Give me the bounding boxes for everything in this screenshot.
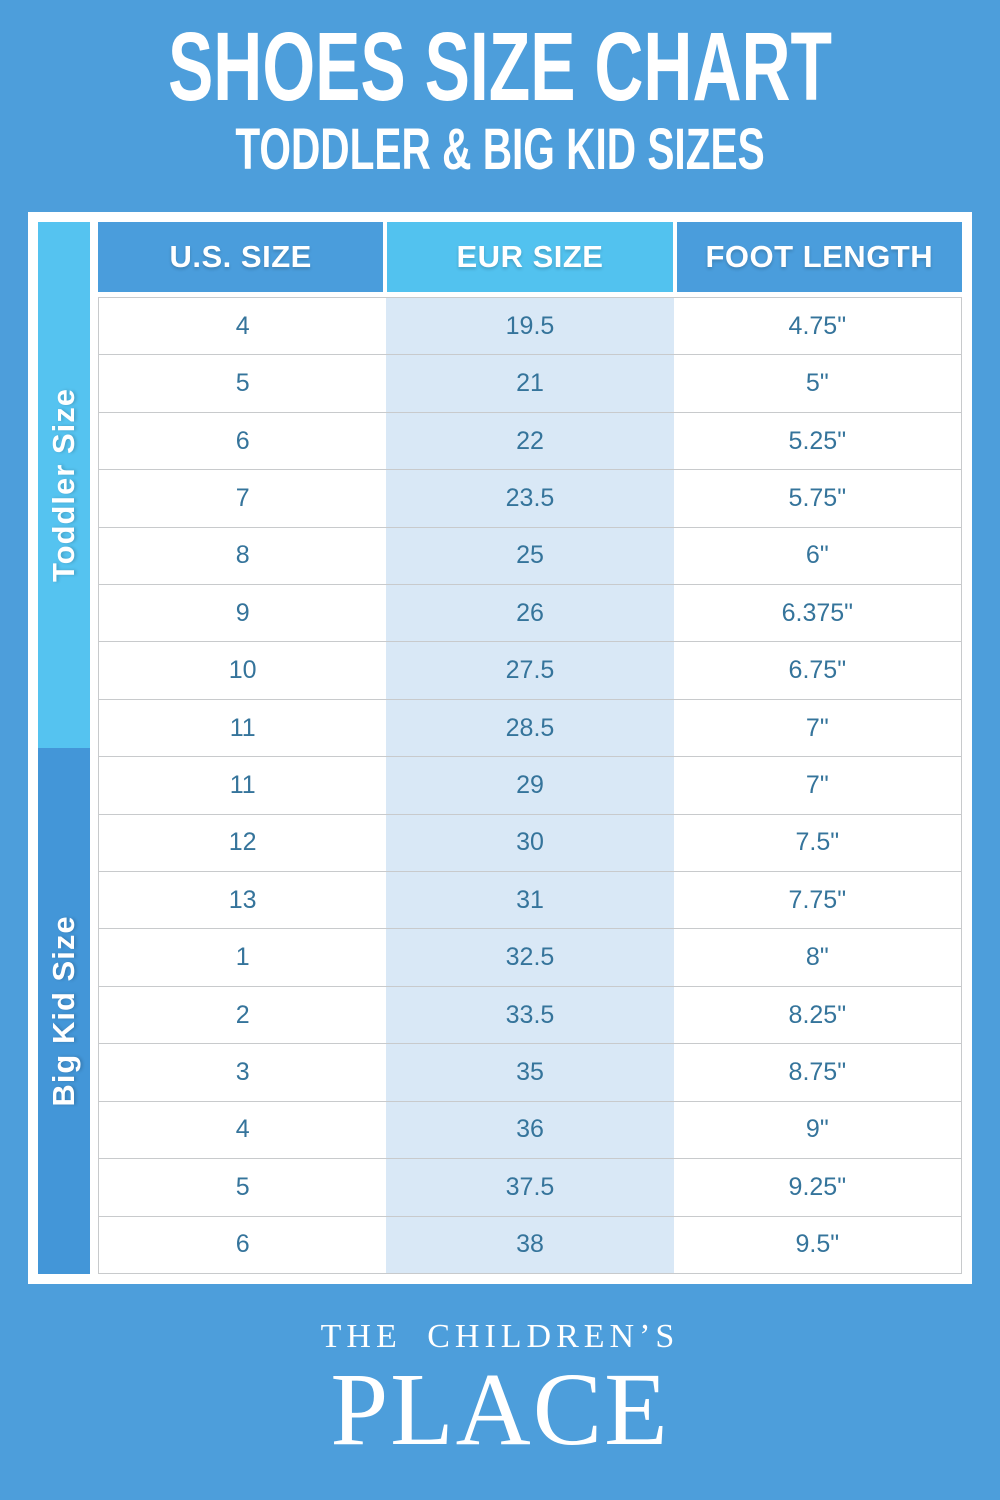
table-row: 6 38 9.5" (99, 1215, 961, 1273)
column-header-eur-size: EUR SIZE (387, 222, 673, 292)
eur-size-cell: 25 (386, 527, 674, 585)
us-size-cell: 7 (235, 483, 250, 512)
eur-size-cell: 21 (386, 355, 674, 412)
us-size-cell: 10 (228, 656, 257, 685)
us-size-cell: 6 (235, 426, 250, 455)
us-size-cell: 13 (228, 885, 257, 914)
us-size-cell: 5 (235, 369, 250, 398)
table-row: 13 31 7.75" (99, 871, 961, 929)
foot-length-cell: 6" (805, 541, 829, 570)
foot-length-cell: 9.25" (788, 1172, 847, 1201)
us-size-cell: 9 (235, 598, 250, 627)
us-size-cell: 6 (235, 1230, 250, 1259)
table-row: 6 22 5.25" (99, 411, 961, 470)
eur-size-cell: 22 (386, 412, 674, 470)
foot-length-cell: 7.5" (795, 828, 840, 857)
table-row: 3 35 8.75" (99, 1043, 961, 1101)
eur-size-cell: 29 (386, 757, 674, 814)
eur-size-cell: 37.5 (386, 1159, 674, 1216)
table-row: 12 30 7.5" (99, 813, 961, 872)
size-table: Toddler Size Big Kid Size U.S. SIZE EUR … (28, 212, 972, 1284)
foot-length-cell: 5.25" (788, 426, 847, 455)
us-size-cell: 11 (229, 770, 256, 799)
table-row: 10 27.5 6.75" (99, 641, 961, 699)
foot-length-cell: 4.75" (788, 311, 847, 340)
us-size-cell: 12 (228, 828, 257, 857)
brand-logo: THE CHILDREN’S PLACE (0, 1320, 1000, 1462)
table-row: 11 28.5 7" (99, 698, 961, 757)
brand-line-bottom: PLACE (330, 1352, 670, 1467)
us-size-cell: 4 (235, 311, 250, 340)
section-bigkid-strip: Big Kid Size (38, 748, 90, 1274)
column-header-foot-length: FOOT LENGTH (676, 222, 962, 292)
table-row: 7 23.5 5.75" (99, 469, 961, 527)
table-row: 1 32.5 8" (99, 928, 961, 986)
table-row: 8 25 6" (99, 526, 961, 585)
eur-size-cell: 27.5 (386, 642, 674, 699)
eur-size-cell: 26 (386, 585, 674, 642)
section-label-bigkid: Big Kid Size (46, 915, 81, 1107)
us-size-cell: 11 (229, 713, 256, 742)
eur-size-cell: 30 (386, 814, 674, 872)
column-header-us-size: U.S. SIZE (98, 222, 384, 292)
foot-length-cell: 9" (805, 1115, 829, 1144)
eur-size-cell: 31 (386, 872, 674, 929)
us-size-cell: 8 (235, 541, 250, 570)
table-header-row: U.S. SIZE EUR SIZE FOOT LENGTH (98, 222, 962, 292)
eur-size-cell: 35 (386, 1044, 674, 1101)
section-label-toddler: Toddler Size (46, 387, 81, 583)
title-block: SHOES SIZE CHART TODDLER & BIG KID SIZES (0, 18, 1000, 179)
eur-size-cell: 33.5 (386, 986, 674, 1044)
foot-length-cell: 5" (805, 369, 829, 398)
table-row: 9 26 6.375" (99, 584, 961, 642)
eur-size-cell: 32.5 (386, 929, 674, 986)
table-main: U.S. SIZE EUR SIZE FOOT LENGTH 4 19.5 4.75… (98, 222, 962, 1274)
page-title: SHOES SIZE CHART (168, 12, 832, 121)
foot-length-cell: 5.75" (788, 483, 847, 512)
eur-size-cell: 36 (386, 1101, 674, 1159)
table-body: 4 19.5 4.75" 5 21 5" 6 22 5.25" 7 23.5 5.75" 8 25 6" 9 2… (98, 297, 962, 1274)
table-row: 4 36 9" (99, 1100, 961, 1159)
foot-length-cell: 9.5" (795, 1230, 840, 1259)
us-size-cell: 2 (235, 1000, 250, 1029)
us-size-cell: 3 (235, 1057, 250, 1086)
section-toddler-strip: Toddler Size (38, 222, 90, 748)
foot-length-cell: 8.25" (788, 1000, 847, 1029)
eur-size-cell: 38 (386, 1216, 674, 1273)
brand-line-top: THE CHILDREN’S (320, 1318, 680, 1355)
table-row: 2 33.5 8.25" (99, 985, 961, 1044)
table-row: 11 29 7" (99, 756, 961, 814)
foot-length-cell: 8" (805, 943, 829, 972)
foot-length-cell: 6.375" (781, 598, 854, 627)
foot-length-cell: 7" (805, 713, 829, 742)
section-strip-column: Toddler Size Big Kid Size (38, 222, 90, 1274)
foot-length-cell: 7" (805, 770, 829, 799)
foot-length-cell: 8.75" (788, 1057, 847, 1086)
us-size-cell: 5 (235, 1172, 250, 1201)
table-row: 4 19.5 4.75" (99, 298, 961, 355)
foot-length-cell: 7.75" (788, 885, 847, 914)
table-row: 5 21 5" (99, 354, 961, 412)
table-row: 5 37.5 9.25" (99, 1158, 961, 1216)
page-subtitle: TODDLER & BIG KID SIZES (235, 117, 765, 182)
us-size-cell: 4 (235, 1115, 250, 1144)
eur-size-cell: 28.5 (386, 699, 674, 757)
foot-length-cell: 6.75" (788, 656, 847, 685)
eur-size-cell: 19.5 (386, 298, 674, 355)
us-size-cell: 1 (235, 943, 250, 972)
eur-size-cell: 23.5 (386, 470, 674, 527)
